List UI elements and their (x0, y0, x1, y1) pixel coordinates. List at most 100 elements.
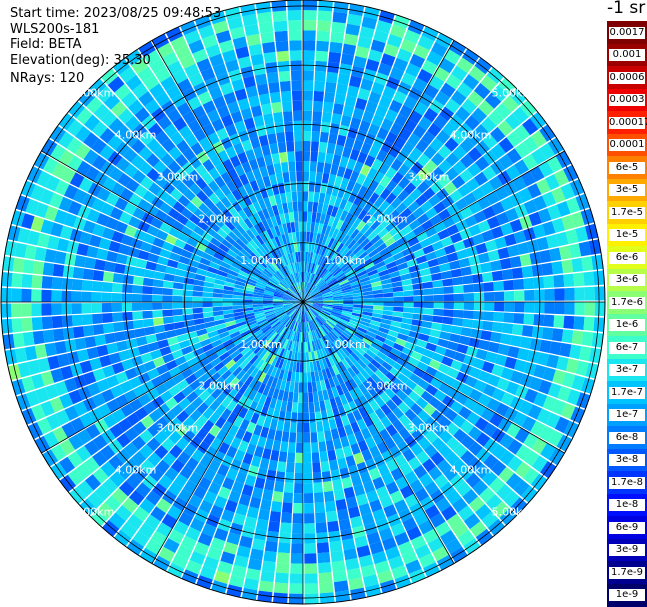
range-label: 5.00km (492, 505, 534, 518)
beta-cell (423, 295, 434, 302)
beta-cell (431, 152, 445, 166)
beta-cell (456, 82, 473, 98)
beta-cell (588, 239, 601, 255)
beta-cell (312, 232, 318, 243)
beta-cell (291, 412, 298, 423)
beta-cell (331, 217, 340, 229)
beta-cell (330, 164, 339, 176)
beta-cell (333, 299, 344, 302)
beta-cell (385, 261, 397, 270)
beta-cell (413, 295, 424, 302)
beta-cell (348, 3, 365, 17)
colorbar-cell: 3e-5 (607, 178, 647, 202)
beta-cell (155, 263, 167, 273)
beta-cell (433, 308, 444, 316)
beta-cell (362, 212, 373, 224)
beta-cell (52, 328, 65, 342)
beta-cell (141, 294, 153, 302)
beta-cell (382, 287, 394, 294)
beta-cell (335, 242, 345, 253)
beta-cell (276, 131, 286, 143)
beta-cell (334, 255, 344, 265)
beta-cell (451, 175, 466, 189)
beta-cell (539, 249, 552, 263)
beta-cell (82, 325, 95, 337)
beta-cell (350, 317, 361, 324)
beta-cell (323, 214, 331, 226)
beta-cell (461, 98, 478, 115)
beta-cell (504, 356, 517, 370)
beta-cell (314, 80, 325, 92)
beta-cell (402, 195, 415, 208)
beta-cell (552, 369, 566, 385)
beta-cell (309, 412, 316, 423)
beta-cell (343, 168, 353, 180)
beta-cell (352, 182, 362, 195)
beta-cell (232, 295, 243, 299)
beta-cell (580, 208, 595, 225)
beta-cell (315, 278, 324, 287)
beta-cell (316, 421, 324, 433)
beta-cell (446, 224, 459, 236)
beta-cell (319, 268, 327, 278)
beta-cell (433, 66, 450, 82)
beta-cell (585, 362, 599, 379)
range-label: 3.00km (408, 170, 450, 183)
beta-cell (172, 295, 183, 302)
beta-cell (402, 312, 414, 319)
beta-cell (319, 284, 329, 291)
beta-cell (320, 461, 330, 473)
beta-cell (394, 113, 408, 128)
beta-cell (308, 241, 313, 253)
beta-cell (351, 315, 362, 321)
beta-cell (11, 318, 23, 333)
beta-cell (277, 461, 287, 473)
beta-cell (417, 261, 430, 271)
beta-cell (344, 136, 355, 149)
beta-cell (335, 447, 345, 460)
beta-cell (401, 72, 417, 87)
beta-cell (527, 183, 542, 199)
beta-cell (380, 53, 396, 67)
beta-cell (376, 242, 388, 253)
beta-cell (307, 211, 312, 222)
beta-cell (172, 289, 183, 296)
beta-cell (32, 260, 45, 275)
beta-cell (404, 182, 417, 195)
beta-cell (308, 285, 315, 294)
beta-cell (321, 111, 332, 123)
beta-cell (303, 221, 307, 232)
beta-cell (388, 145, 401, 158)
beta-cell (555, 231, 569, 247)
beta-cell (303, 298, 313, 302)
beta-cell (310, 273, 316, 284)
beta-cell (439, 262, 451, 272)
beta-cell (313, 302, 324, 304)
beta-cell (303, 462, 312, 474)
beta-cell (312, 304, 323, 309)
beta-cell (410, 270, 421, 279)
beta-cell (334, 196, 343, 208)
beta-cell (162, 295, 173, 302)
beta-cell (532, 195, 547, 211)
beta-cell (303, 261, 305, 272)
beta-cell (350, 283, 362, 289)
beta-cell (569, 179, 585, 196)
beta-cell (314, 277, 322, 287)
beta-cell (583, 316, 595, 331)
beta-cell (523, 277, 535, 290)
beta-cell (312, 275, 318, 285)
beta-cell (312, 297, 323, 301)
beta-cell (498, 77, 516, 95)
beta-cell (309, 161, 317, 172)
beta-cell (353, 295, 364, 300)
beta-cell (333, 489, 345, 501)
beta-cell (304, 503, 315, 514)
beta-cell (478, 339, 491, 351)
beta-cell (232, 298, 243, 302)
beta-cell (385, 166, 397, 180)
beta-cell (330, 251, 339, 262)
beta-cell (372, 309, 384, 315)
beta-cell (314, 492, 324, 503)
colorbar-tick-label: 1e-9 (609, 589, 645, 601)
